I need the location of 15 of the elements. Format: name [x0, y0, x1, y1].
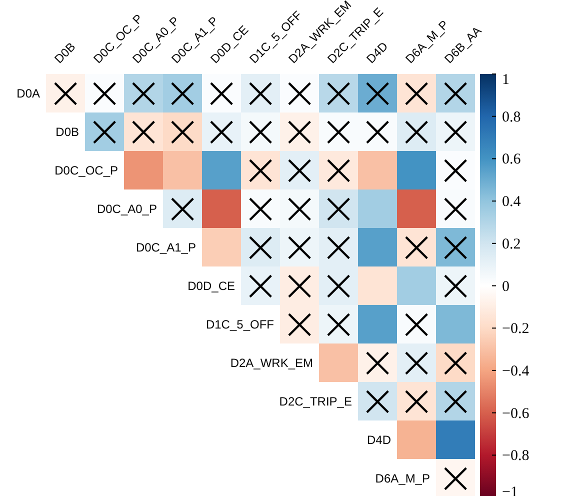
color-bar-label: 1 — [502, 72, 510, 88]
data-label: × — [164, 182, 201, 234]
color-bar-label: −0.2 — [502, 321, 530, 338]
color-bar-label: −0.4 — [502, 363, 530, 380]
color-bar-label: 0.4 — [502, 194, 522, 210]
color-bar-label: 0.8 — [502, 109, 521, 126]
color-bar-label: −0.8 — [502, 448, 530, 464]
color-bar-label: 0 — [502, 278, 510, 295]
data-label: × — [47, 67, 84, 118]
color-bar-label: −0.6 — [502, 406, 530, 422]
y-tick-label: D0A — [16, 86, 40, 100]
color-bar-label: 0.6 — [502, 152, 522, 168]
data-label: × — [437, 452, 474, 496]
data-label: × — [398, 221, 435, 272]
color-bar-label: 0.2 — [502, 236, 521, 252]
